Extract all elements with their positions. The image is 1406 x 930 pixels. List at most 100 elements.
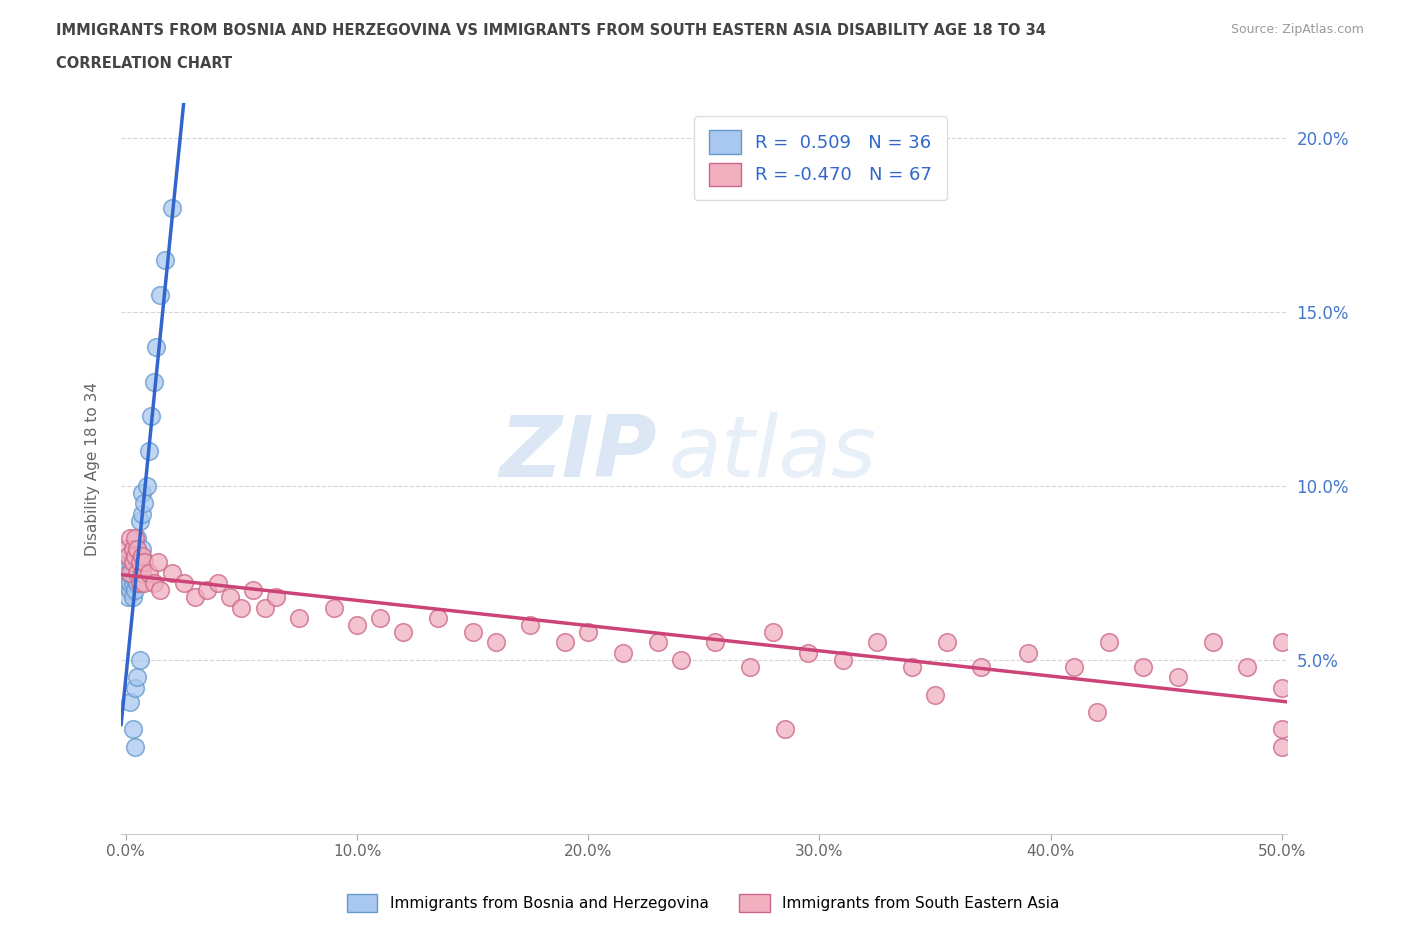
Point	[121, 541, 143, 556]
Point	[1201, 635, 1223, 650]
Point	[1097, 635, 1119, 650]
Point	[128, 576, 150, 591]
Point	[160, 565, 183, 580]
Point	[1271, 722, 1294, 737]
Legend: R =  0.509   N = 36, R = -0.470   N = 67: R = 0.509 N = 36, R = -0.470 N = 67	[695, 116, 946, 200]
Point	[149, 583, 172, 598]
Point	[142, 374, 165, 389]
Point	[121, 590, 143, 604]
Point	[145, 339, 167, 354]
Point	[797, 645, 820, 660]
Point	[120, 531, 142, 546]
Point	[392, 625, 415, 640]
Point	[127, 576, 149, 591]
Point	[1271, 680, 1294, 695]
Text: Source: ZipAtlas.com: Source: ZipAtlas.com	[1230, 23, 1364, 36]
Point	[120, 565, 142, 580]
Point	[128, 555, 150, 570]
Point	[264, 590, 287, 604]
Point	[134, 576, 156, 591]
Point	[242, 583, 264, 598]
Point	[1017, 645, 1039, 660]
Text: ZIP: ZIP	[499, 413, 657, 496]
Point	[160, 200, 183, 215]
Point	[134, 496, 156, 511]
Point	[485, 635, 508, 650]
Point	[1271, 739, 1294, 754]
Point	[426, 611, 449, 626]
Point	[935, 635, 957, 650]
Point	[461, 625, 484, 640]
Point	[138, 565, 160, 580]
Point	[114, 573, 136, 588]
Point	[124, 583, 146, 598]
Legend: Immigrants from Bosnia and Herzegovina, Immigrants from South Eastern Asia: Immigrants from Bosnia and Herzegovina, …	[340, 888, 1066, 918]
Point	[124, 573, 146, 588]
Point	[117, 590, 139, 604]
Text: CORRELATION CHART: CORRELATION CHART	[56, 56, 232, 71]
Point	[120, 694, 142, 709]
Point	[924, 687, 946, 702]
Point	[127, 541, 149, 556]
Point	[519, 618, 541, 632]
Point	[124, 739, 146, 754]
Point	[322, 600, 344, 615]
Point	[131, 541, 153, 556]
Point	[1132, 659, 1154, 674]
Point	[554, 635, 576, 650]
Point	[1167, 670, 1189, 684]
Point	[121, 555, 143, 570]
Point	[866, 635, 889, 650]
Point	[153, 252, 176, 267]
Point	[131, 506, 153, 521]
Point	[131, 548, 153, 563]
Point	[1085, 705, 1108, 720]
Point	[1063, 659, 1085, 674]
Point	[131, 565, 153, 580]
Point	[127, 531, 149, 546]
Text: atlas: atlas	[669, 413, 877, 496]
Point	[121, 722, 143, 737]
Point	[138, 444, 160, 458]
Point	[704, 635, 727, 650]
Point	[576, 625, 599, 640]
Point	[647, 635, 669, 650]
Point	[127, 555, 149, 570]
Point	[124, 531, 146, 546]
Point	[117, 565, 139, 580]
Point	[117, 548, 139, 563]
Point	[146, 555, 169, 570]
Point	[124, 548, 146, 563]
Point	[128, 653, 150, 668]
Point	[173, 576, 195, 591]
Point	[195, 583, 218, 598]
Point	[149, 287, 172, 302]
Point	[114, 541, 136, 556]
Point	[253, 600, 276, 615]
Point	[142, 576, 165, 591]
Point	[128, 565, 150, 580]
Point	[773, 722, 796, 737]
Point	[124, 680, 146, 695]
Point	[121, 565, 143, 580]
Point	[231, 600, 253, 615]
Point	[669, 653, 692, 668]
Point	[121, 541, 143, 556]
Y-axis label: Disability Age 18 to 34: Disability Age 18 to 34	[86, 381, 100, 555]
Point	[131, 485, 153, 500]
Point	[120, 576, 142, 591]
Point	[127, 565, 149, 580]
Point	[120, 583, 142, 598]
Point	[1271, 635, 1294, 650]
Point	[1236, 659, 1258, 674]
Point	[288, 611, 311, 626]
Point	[368, 611, 391, 626]
Point	[121, 576, 143, 591]
Point	[612, 645, 634, 660]
Point	[831, 653, 853, 668]
Point	[120, 555, 142, 570]
Point	[124, 548, 146, 563]
Point	[184, 590, 207, 604]
Point	[207, 576, 229, 591]
Point	[762, 625, 785, 640]
